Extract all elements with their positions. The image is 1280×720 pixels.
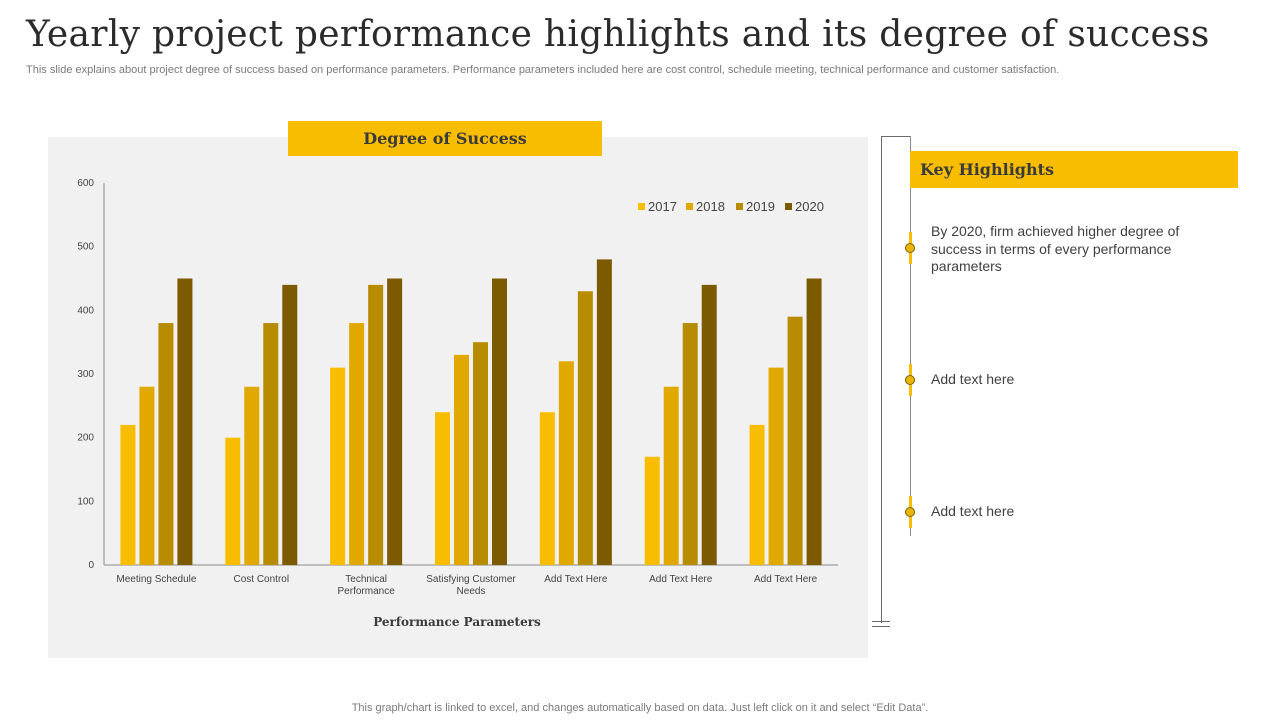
bar-2017 bbox=[539, 412, 555, 565]
legend-swatch bbox=[686, 203, 693, 210]
bar-2017 bbox=[749, 424, 765, 565]
y-tick-label: 300 bbox=[77, 369, 94, 380]
x-tick-label: Add Text Here bbox=[754, 574, 818, 585]
legend-swatch bbox=[638, 203, 645, 210]
bar-2020 bbox=[177, 278, 193, 565]
bar-2017 bbox=[225, 437, 241, 565]
x-tick-label: Cost Control bbox=[233, 574, 289, 585]
chart-title-banner: Degree of Success bbox=[288, 121, 602, 156]
x-tick-label: Add Text Here bbox=[544, 574, 608, 585]
bar-2018 bbox=[768, 367, 784, 565]
x-tick-label: Needs bbox=[457, 586, 486, 597]
bar-2018 bbox=[663, 386, 679, 565]
y-tick-label: 0 bbox=[88, 560, 94, 571]
key-highlights-header: Key Highlights bbox=[910, 151, 1238, 188]
legend-swatch bbox=[736, 203, 743, 210]
timeline-marker-dot bbox=[905, 243, 915, 253]
bar-2019 bbox=[682, 323, 698, 565]
timeline-foot bbox=[872, 621, 890, 627]
highlight-item-3: Add text here bbox=[931, 503, 1015, 519]
timeline-line bbox=[910, 136, 911, 536]
slide-subtitle: This slide explains about project degree… bbox=[26, 64, 1060, 76]
bar-2020 bbox=[596, 259, 612, 565]
x-tick-label: Satisfying Customer bbox=[426, 574, 516, 585]
bar-2020 bbox=[282, 284, 298, 565]
legend-label: 2019 bbox=[746, 199, 775, 214]
bar-2020 bbox=[701, 284, 717, 565]
bar-2017 bbox=[435, 412, 450, 565]
bar-2019 bbox=[473, 342, 488, 565]
bar-2017 bbox=[330, 367, 346, 565]
timeline-bracket bbox=[881, 136, 910, 623]
legend-label: 2017 bbox=[648, 199, 677, 214]
bar-2019 bbox=[263, 323, 279, 565]
bar-2018 bbox=[139, 386, 155, 565]
y-tick-label: 100 bbox=[77, 496, 94, 507]
y-tick-label: 500 bbox=[77, 242, 94, 253]
bar-2019 bbox=[368, 284, 384, 565]
x-axis-title: Performance Parameters bbox=[373, 615, 541, 629]
y-tick-label: 200 bbox=[77, 433, 94, 444]
x-tick-label: Add Text Here bbox=[649, 574, 713, 585]
y-tick-label: 600 bbox=[77, 178, 94, 189]
highlight-item-2: Add text here bbox=[931, 371, 1015, 387]
legend-label: 2018 bbox=[696, 199, 725, 214]
bar-2018 bbox=[349, 323, 365, 565]
timeline-marker-dot bbox=[905, 507, 915, 517]
bar-2017 bbox=[120, 424, 136, 565]
bar-2020 bbox=[806, 278, 822, 565]
legend-swatch bbox=[785, 203, 792, 210]
x-tick-label: Technical bbox=[345, 574, 387, 585]
bar-2018 bbox=[558, 361, 574, 565]
bar-2019 bbox=[787, 316, 803, 565]
bar-2020 bbox=[387, 278, 403, 565]
timeline-marker-dot bbox=[905, 375, 915, 385]
legend-label: 2020 bbox=[795, 199, 824, 214]
y-tick-label: 400 bbox=[77, 305, 94, 316]
bar-2020 bbox=[492, 278, 507, 565]
bar-2019 bbox=[577, 291, 593, 565]
x-tick-label: Performance bbox=[338, 586, 396, 597]
bar-2018 bbox=[244, 386, 260, 565]
slide-title: Yearly project performance highlights an… bbox=[26, 14, 1210, 55]
bar-chart[interactable]: 0 100 200 300 400 500 600 Meeting Schedule Cost … bbox=[48, 137, 868, 658]
footer-note: This graph/chart is linked to excel, and… bbox=[351, 702, 929, 714]
bar-2019 bbox=[158, 323, 174, 565]
highlight-item-1: By 2020, firm achieved higher degree of … bbox=[931, 223, 1180, 274]
bar-2018 bbox=[454, 354, 469, 565]
bar-2017 bbox=[644, 456, 660, 565]
x-tick-label: Meeting Schedule bbox=[116, 574, 196, 585]
